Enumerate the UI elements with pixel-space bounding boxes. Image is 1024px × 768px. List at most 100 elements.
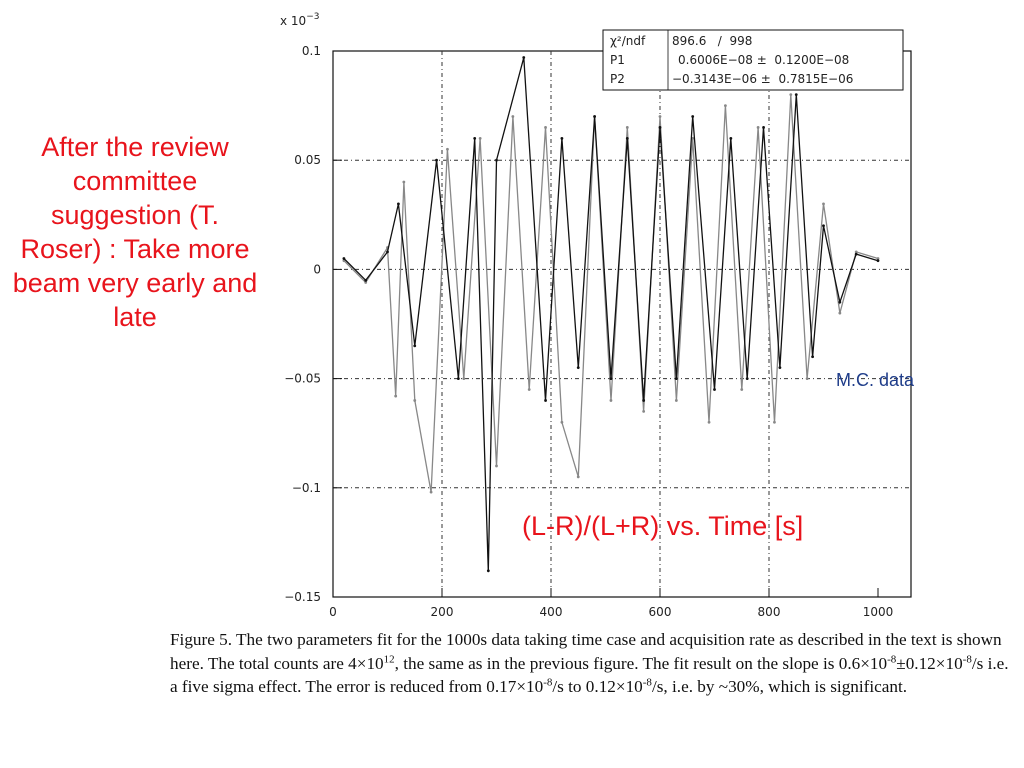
data-point [402,180,406,184]
data-point [478,136,482,140]
data-point [486,569,490,573]
data-point [462,377,466,380]
data-point [805,377,809,380]
data-point [576,475,580,479]
y-tick-label: −0.05 [284,372,321,386]
caption-exp-2: -8 [887,652,897,665]
caption-exp-1: 12 [383,652,395,665]
data-point [756,126,760,129]
y-tick-label: 0.05 [294,153,321,167]
data-point [386,250,389,254]
data-point [674,399,678,402]
data-point [394,394,398,398]
data-point [560,136,564,140]
stats-row2-value: 0.6006E−08 ± 0.1200E−08 [678,53,849,67]
data-point [854,250,858,254]
y-tick-label: 0 [313,262,321,276]
data-point [713,388,716,391]
x-tick-label: 1000 [863,605,894,619]
caption-part-6: /s, i.e. by ~30%, which is significant. [651,677,908,696]
data-point [745,377,749,380]
series-line [343,57,879,571]
data-point [658,115,662,118]
data-point [413,399,417,402]
data-point [822,224,825,228]
data-point [625,136,629,140]
data-point [811,355,814,359]
data-point [456,377,460,380]
x-axis-title: (L-R)/(L+R) vs. Time [s] [522,511,804,541]
x-tick-label: 800 [758,605,781,619]
data-point [822,202,825,206]
data-point [413,344,417,348]
caption-part-5: /s to 0.12×10 [552,677,643,696]
data-series [342,56,880,573]
data-point [724,104,727,107]
y-tick-label: −0.15 [284,590,321,604]
data-point [876,257,880,260]
x-tick-label: 0 [329,605,337,619]
data-point [364,281,368,284]
data-point [789,93,793,97]
data-point [729,136,733,140]
axis-ticks: 0 200 400 600 800 1000 0.1 0.05 0 −0.05 −0.1 −0.15 [284,44,893,619]
data-point [342,257,346,260]
x-tick-label: 400 [540,605,563,619]
data-point [642,399,646,402]
data-point [625,126,629,129]
data-point [435,158,438,162]
y-tick-label: 0.1 [302,44,321,58]
x-tick-label: 200 [431,605,454,619]
data-point [511,115,515,118]
data-point [707,420,711,424]
data-point [876,259,880,263]
data-point [691,115,695,118]
mc-data-label: M.C. data [836,370,915,390]
grid-lines [333,51,911,597]
caption-part-4: /s i.e. a five sigma effect. The error i… [170,653,1009,697]
data-point [364,278,368,282]
data-point [642,409,646,413]
stats-box: χ²/ndf 896.6 / 998 P1 0.6006E−08 ± 0.120… [602,29,904,91]
caption-exp-3: -8 [962,652,972,665]
x-tick-label: 600 [649,605,672,619]
stats-row1-value: 896.6 / 998 [672,34,752,48]
data-point [544,399,547,402]
data-point [854,252,858,256]
figure-caption: Figure 5. The two parameters fit for the… [170,628,1020,699]
caption-part-2: , the same as in the previous figure. Th… [394,653,888,673]
data-point [576,366,580,370]
stats-row3-value: −0.3143E−06 ± 0.7815E−06 [672,72,853,86]
caption-exp-5: -8 [642,676,652,689]
data-point [658,126,662,129]
data-point [778,366,782,370]
data-point [838,311,842,315]
data-point [397,202,400,206]
caption-part-3: ±0.12×10 [896,653,963,673]
data-point [544,126,547,129]
side-note: After the review committee suggestion (T… [12,132,258,332]
y-tick-label: −0.1 [292,481,321,495]
data-point [609,377,613,380]
stats-row3-label: P2 [610,72,625,86]
data-point [522,56,526,59]
data-point [495,464,498,468]
series-1 [342,93,880,494]
data-point [773,420,776,424]
data-point [495,158,498,162]
series-line [343,94,879,493]
data-point [446,147,449,151]
data-point [593,115,596,118]
data-point [429,490,433,494]
stats-row2-label: P1 [610,53,625,67]
data-point [794,93,798,97]
series-2 [342,56,880,573]
data-point [674,377,678,380]
data-point [609,399,613,402]
data-point [838,300,842,304]
data-point [560,420,564,424]
caption-part-1: Figure 5. The two parameters fit for the… [170,630,1002,673]
data-point [762,126,765,129]
data-point [740,388,744,391]
